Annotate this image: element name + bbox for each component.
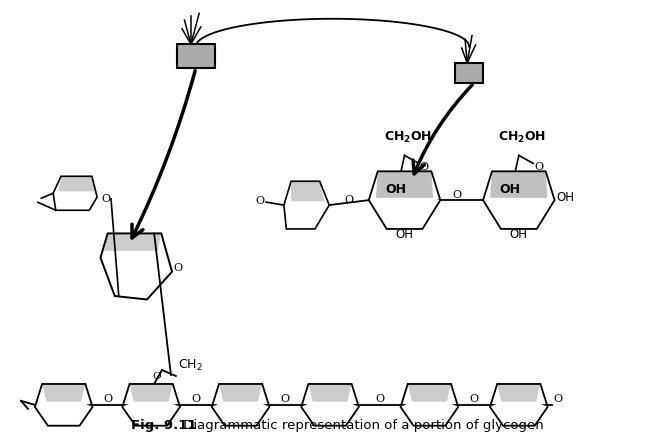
Text: O: O [345, 195, 354, 205]
Text: OH: OH [557, 191, 575, 204]
Polygon shape [490, 402, 548, 426]
Polygon shape [53, 176, 97, 210]
Polygon shape [483, 198, 555, 229]
Polygon shape [490, 171, 547, 198]
Text: OH: OH [395, 228, 413, 241]
Text: O: O [173, 263, 183, 273]
Text: $\mathregular{CH_2OH}$: $\mathregular{CH_2OH}$ [498, 131, 547, 146]
Text: O: O [281, 394, 290, 404]
Polygon shape [100, 233, 172, 299]
Polygon shape [58, 176, 94, 191]
Text: OH: OH [510, 228, 528, 241]
Polygon shape [104, 233, 161, 251]
Text: Diagrammatic representation of a portion of glycogen: Diagrammatic representation of a portion… [179, 419, 544, 432]
Text: O: O [375, 394, 384, 404]
Polygon shape [308, 384, 352, 402]
Text: OH: OH [385, 183, 407, 196]
Text: OH: OH [500, 183, 520, 196]
Polygon shape [284, 201, 329, 229]
Polygon shape [130, 384, 173, 402]
Polygon shape [376, 171, 433, 198]
Text: O: O [191, 394, 201, 404]
Text: O: O [419, 162, 429, 172]
Text: $\mathregular{CH_2OH}$: $\mathregular{CH_2OH}$ [384, 131, 432, 146]
Text: Fig. 9.11: Fig. 9.11 [131, 419, 197, 432]
Polygon shape [291, 181, 324, 201]
Polygon shape [497, 384, 541, 402]
Polygon shape [408, 384, 451, 402]
Text: O: O [554, 394, 563, 404]
Polygon shape [219, 384, 262, 402]
Bar [177, 44, 215, 68]
Text: O: O [256, 196, 265, 206]
Text: O: O [453, 190, 462, 200]
Text: O: O [153, 371, 161, 381]
Polygon shape [401, 402, 458, 426]
Bar [455, 63, 483, 83]
Text: O: O [101, 194, 110, 204]
Text: O: O [103, 394, 112, 404]
Polygon shape [212, 402, 270, 426]
Polygon shape [369, 198, 440, 229]
Text: O: O [470, 394, 479, 404]
Polygon shape [35, 402, 92, 426]
Polygon shape [122, 402, 180, 426]
Polygon shape [301, 402, 359, 426]
Text: $\mathregular{CH_2}$: $\mathregular{CH_2}$ [178, 358, 203, 373]
Polygon shape [42, 384, 86, 402]
Text: O: O [534, 162, 543, 172]
